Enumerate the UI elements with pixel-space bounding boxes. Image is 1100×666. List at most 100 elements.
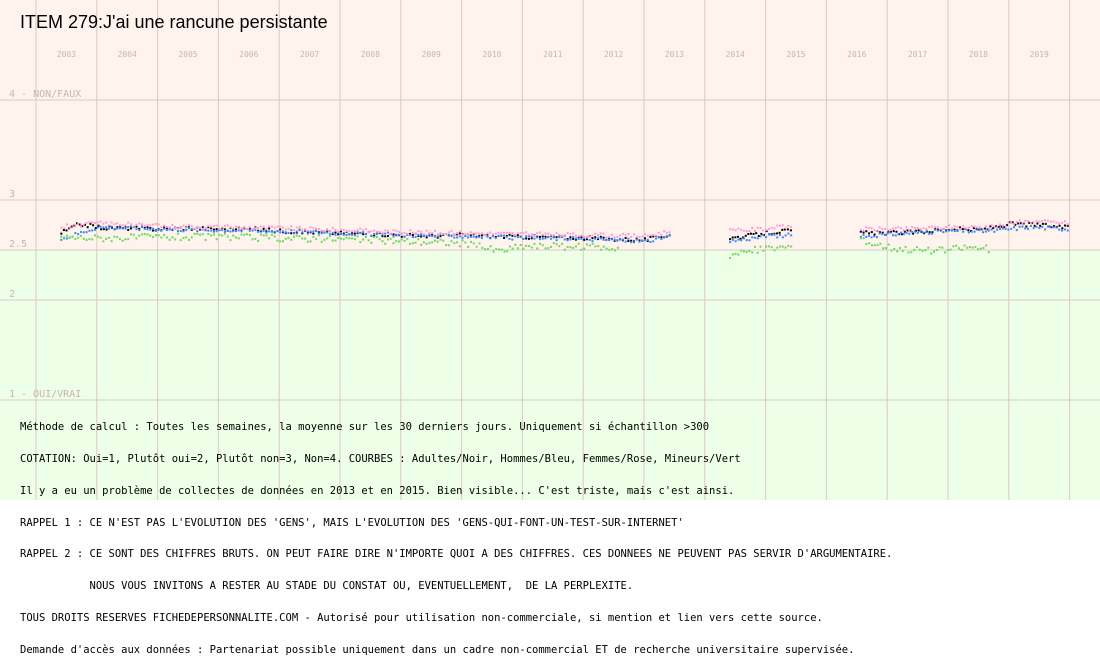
lower-background — [0, 250, 1100, 500]
data-point — [986, 228, 989, 231]
data-point — [627, 233, 630, 236]
data-point — [353, 234, 356, 237]
data-point — [555, 236, 558, 239]
data-point — [110, 240, 113, 243]
data-point — [340, 230, 342, 233]
data-point — [740, 249, 743, 252]
data-point — [976, 226, 979, 229]
data-point — [597, 237, 600, 240]
data-point — [154, 222, 157, 225]
data-point — [767, 233, 770, 236]
data-point — [635, 235, 638, 238]
data-point — [273, 226, 276, 229]
data-point — [649, 235, 652, 238]
data-point — [456, 232, 459, 235]
data-point — [911, 226, 914, 229]
data-point — [608, 248, 611, 251]
data-point — [326, 228, 329, 231]
data-point — [480, 234, 483, 237]
data-point — [218, 227, 221, 230]
data-point — [425, 234, 428, 237]
data-point — [591, 234, 594, 237]
data-point — [301, 228, 304, 231]
data-point — [939, 227, 942, 230]
data-point — [93, 228, 96, 231]
data-point — [1066, 223, 1069, 226]
data-point — [100, 228, 103, 231]
data-point — [243, 233, 246, 236]
data-point — [342, 232, 345, 235]
data-point — [577, 235, 580, 238]
data-point — [400, 235, 403, 238]
data-point — [138, 222, 141, 225]
data-point — [323, 229, 326, 232]
data-point — [210, 225, 213, 228]
data-point — [447, 244, 450, 247]
data-point — [196, 232, 199, 235]
data-point — [944, 251, 947, 254]
data-point — [273, 230, 276, 233]
data-point — [652, 233, 655, 236]
data-point — [279, 240, 282, 243]
data-point — [135, 223, 138, 226]
data-point — [483, 234, 486, 237]
data-point — [1066, 224, 1069, 227]
data-point — [776, 232, 779, 235]
data-point — [867, 234, 870, 237]
data-point — [88, 221, 91, 224]
data-point — [942, 231, 945, 234]
data-point — [171, 236, 174, 239]
x-tick-label: 2003 — [57, 50, 76, 59]
data-point — [953, 225, 956, 228]
data-point — [649, 240, 652, 243]
data-point — [955, 244, 958, 247]
data-point — [762, 234, 765, 237]
data-point — [744, 234, 747, 237]
data-point — [323, 238, 326, 241]
data-point — [635, 238, 638, 241]
note-line: NOUS VOUS INVITONS A RESTER AU STADE DU … — [20, 580, 634, 593]
data-point — [644, 237, 646, 240]
data-point — [301, 231, 304, 234]
data-point — [508, 233, 511, 236]
data-point — [359, 227, 362, 230]
data-point — [179, 239, 182, 242]
data-point — [146, 226, 149, 229]
data-point — [862, 231, 865, 234]
data-point — [913, 227, 916, 230]
data-point — [745, 230, 748, 233]
data-point — [246, 233, 249, 236]
data-point — [248, 226, 251, 229]
data-point — [591, 240, 594, 243]
note-line: COTATION: Oui=1, Plutôt oui=2, Plutôt no… — [20, 452, 741, 465]
data-point — [251, 238, 254, 241]
data-point — [505, 235, 508, 238]
data-point — [1049, 225, 1052, 228]
data-point — [908, 232, 911, 235]
data-point — [884, 247, 887, 250]
data-point — [422, 233, 425, 236]
data-point — [516, 247, 519, 250]
data-point — [240, 227, 243, 230]
data-point — [290, 232, 293, 235]
data-point — [644, 239, 646, 242]
data-point — [514, 243, 517, 246]
data-point — [364, 235, 367, 238]
data-point — [1044, 219, 1047, 222]
data-point — [86, 226, 89, 229]
data-point — [486, 233, 489, 236]
data-point — [936, 229, 939, 232]
data-point — [262, 234, 265, 237]
data-point — [364, 232, 367, 235]
data-point — [386, 231, 389, 234]
data-point — [632, 241, 635, 244]
data-point — [970, 230, 973, 233]
data-point — [345, 233, 348, 236]
data-point — [896, 250, 899, 253]
note-line: TOUS DROITS RESERVES FICHEDEPERSONNALITE… — [20, 611, 823, 624]
data-point — [757, 234, 760, 237]
data-point — [621, 232, 624, 235]
data-point — [345, 229, 348, 232]
data-point — [102, 226, 105, 229]
data-point — [790, 225, 793, 228]
